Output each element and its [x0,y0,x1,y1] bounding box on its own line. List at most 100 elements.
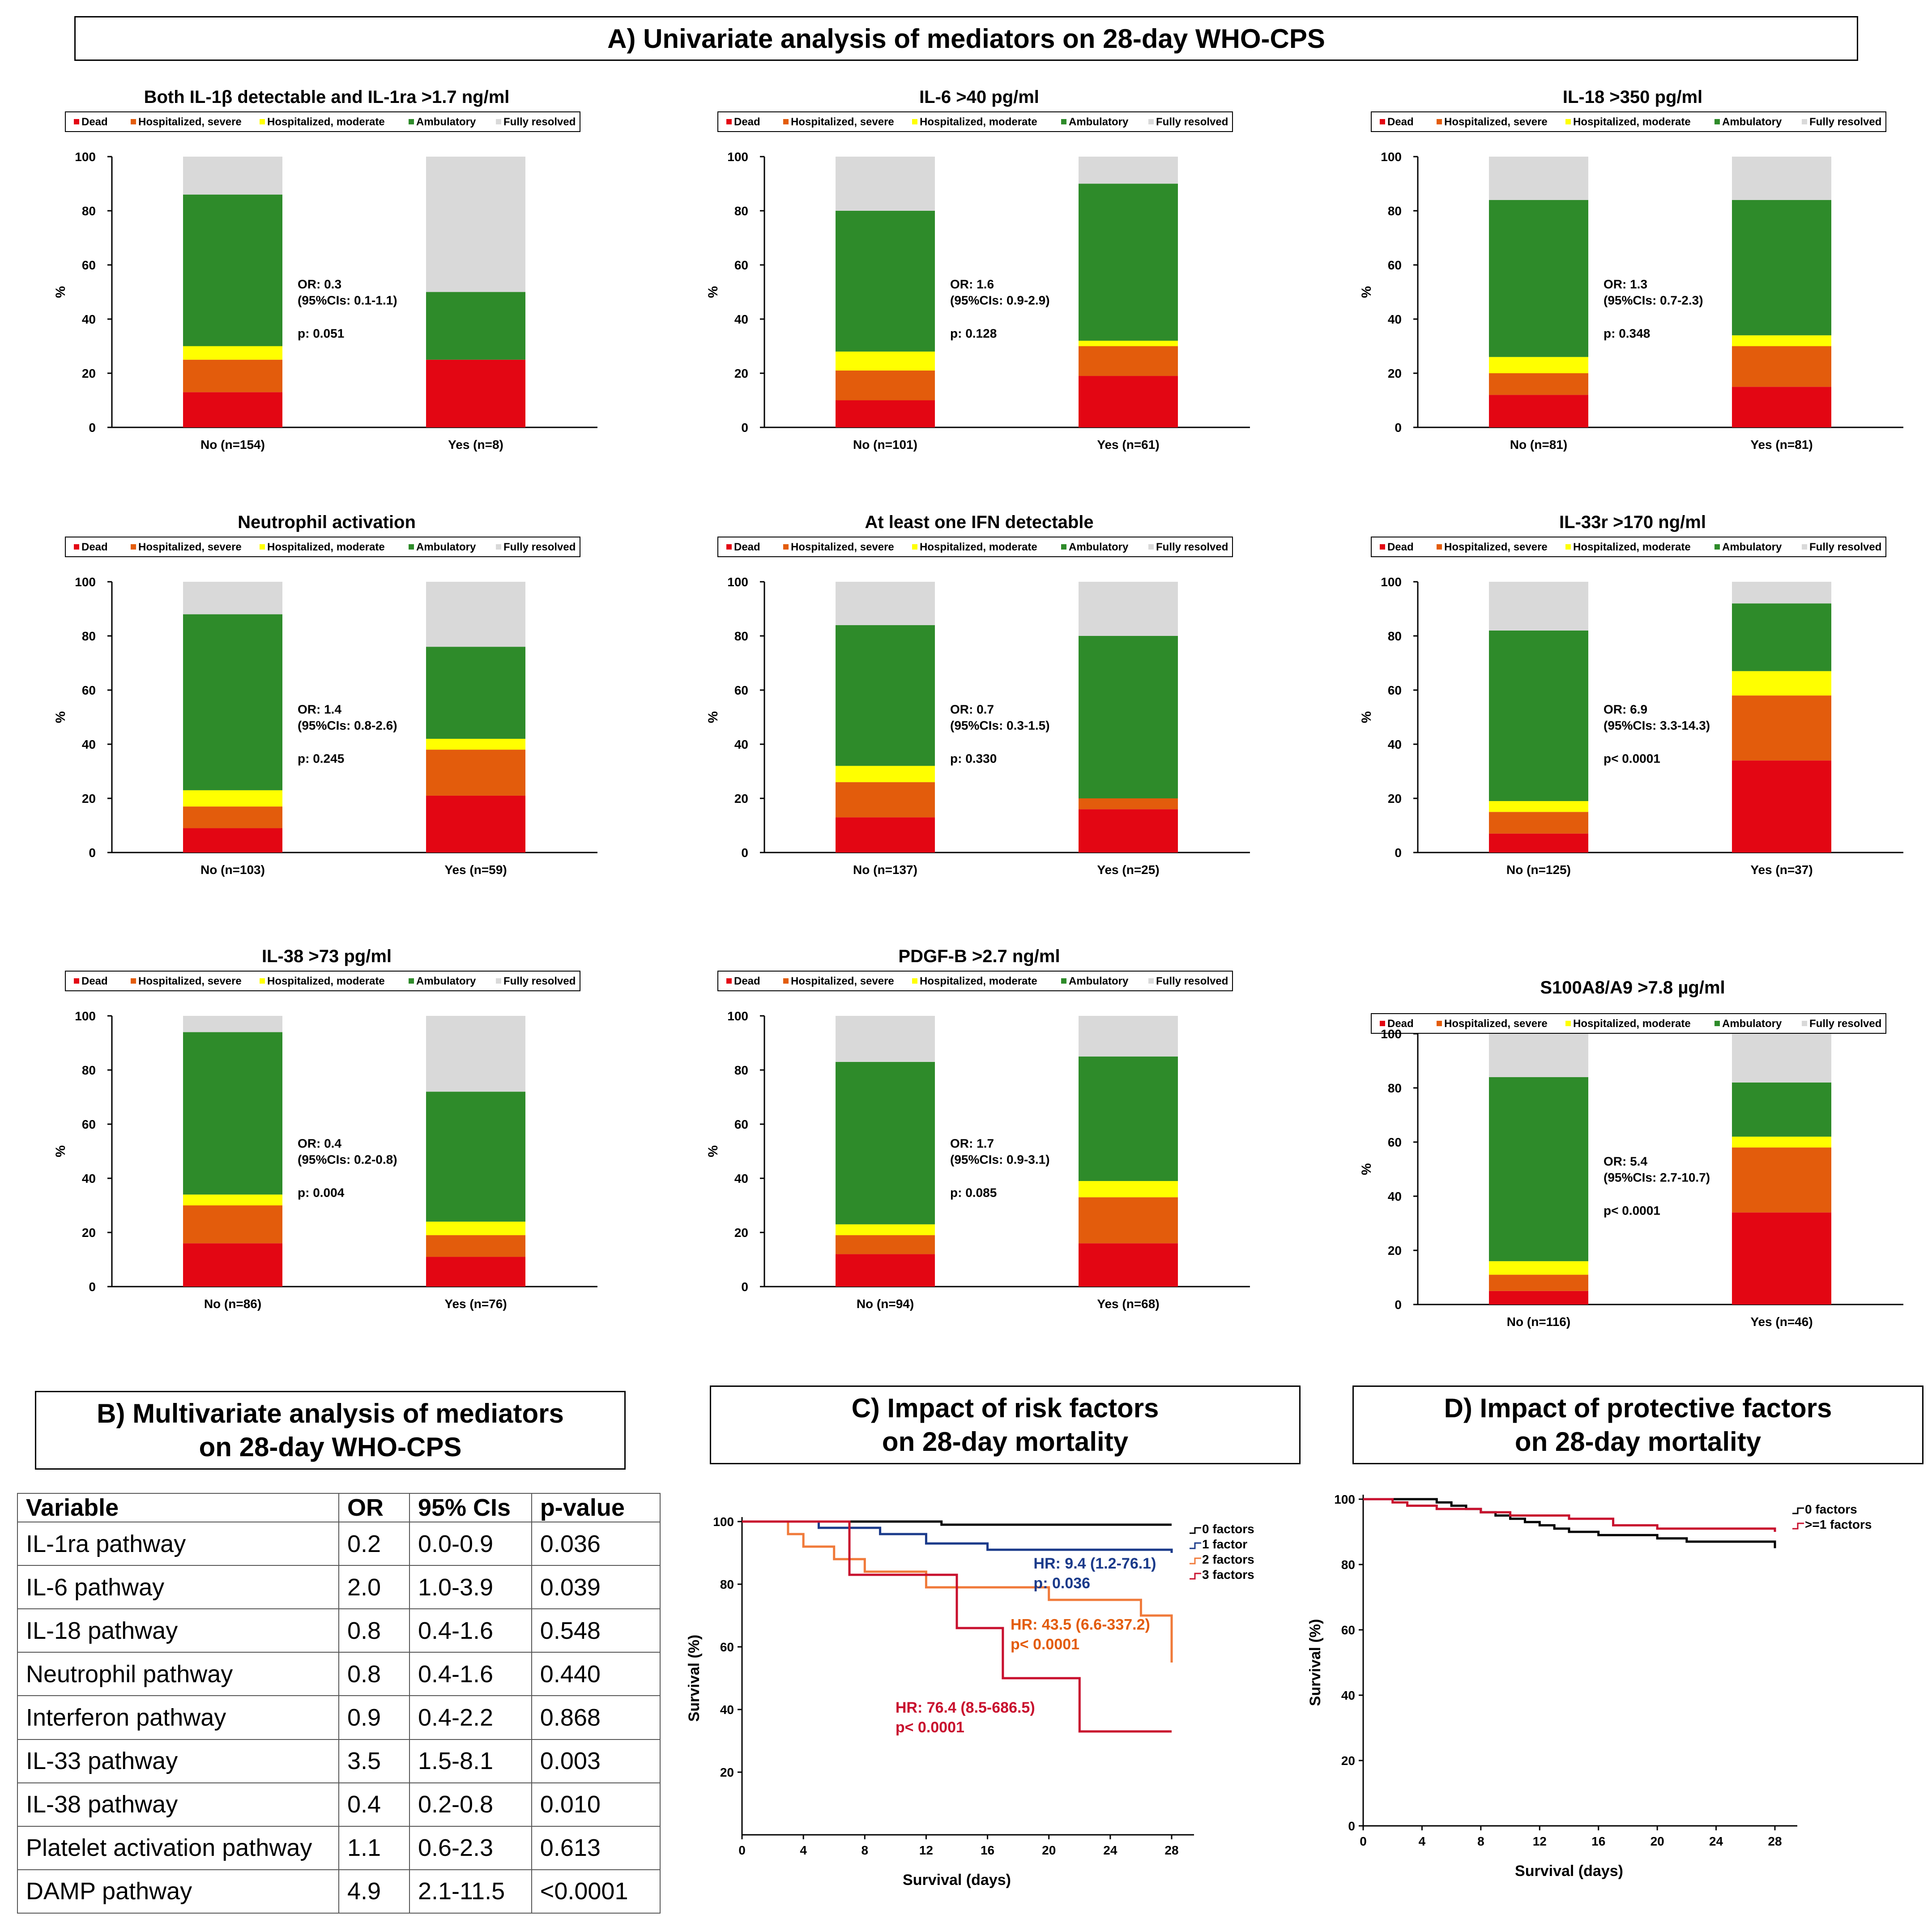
x-axis-label: Survival (days) [1515,1863,1623,1880]
legend-label-fully-resolved: Fully resolved [503,975,576,987]
cell-ci: 1.5-8.1 [409,1739,532,1783]
y-tick-label: 20 [82,792,96,806]
chart-title: At least one IFN detectable [865,512,1093,532]
y-tick-label: 60 [720,1640,734,1654]
bar-segment-dead [836,400,935,427]
bar-segment-hospitalized-moderate [183,346,282,360]
legend-swatch-fully-resolved [1802,119,1807,124]
or-annotation: OR: 1.7 [950,1137,994,1151]
bar-segment-ambulatory [1732,200,1831,336]
bar-chart-1: Both IL-1β detectable and IL-1ra >1.7 ng… [53,87,597,452]
x-tick-label: No (n=94) [857,1297,914,1311]
legend-swatch-hospitalized-severe [1437,544,1442,550]
p-annotation: p< 0.0001 [1604,1204,1660,1218]
bar-segment-dead [1079,376,1178,427]
legend-label-dead: Dead [1387,116,1414,128]
legend-swatch-dead [726,544,732,550]
legend-swatch-fully-resolved [496,544,501,550]
y-tick-label: 80 [734,1063,748,1077]
or-annotation: OR: 5.4 [1604,1155,1647,1168]
y-tick-label: 20 [82,1226,96,1240]
cell-variable: Interferon pathway [17,1695,340,1740]
legend-label-dead: Dead [734,116,760,128]
p-annotation-1-factor: p: 0.036 [1033,1575,1090,1592]
cell-or: 0.2 [338,1521,410,1566]
legend-label-0-factors: 0 factors [1202,1522,1254,1536]
bar-segment-fully-resolved [1079,157,1178,184]
x-tick-label: No (n=125) [1506,863,1571,877]
bar-segment-ambulatory [1732,603,1831,671]
legend-label-ambulatory: Ambulatory [416,116,476,128]
y-tick-label: 60 [1341,1623,1355,1637]
bar-segment-hospitalized-moderate [1079,341,1178,346]
y-axis-label: % [53,711,68,723]
bar-segment-ambulatory [1732,1082,1831,1137]
bar-segment-dead [1079,809,1178,853]
bar-segment-hospitalized-severe [1079,1197,1178,1244]
y-tick-label: 80 [1388,204,1402,218]
y-axis-label: % [53,1145,68,1157]
bar-segment-hospitalized-moderate [836,1224,935,1236]
bar-segment-dead [1489,833,1588,853]
bar-segment-ambulatory [183,194,282,346]
y-tick-label: 80 [1341,1558,1355,1572]
cell-ci: 0.2-0.8 [409,1782,532,1827]
y-axis-label: % [706,711,721,723]
legend-label-ambulatory: Ambulatory [1722,541,1782,553]
cell-variable: IL-6 pathway [17,1565,340,1610]
bar-segment-fully-resolved [426,1016,525,1092]
legend-label-hospitalized-severe: Hospitalized, severe [1444,116,1548,128]
bar-segment-hospitalized-severe [1489,1275,1588,1291]
legend-swatch-fully-resolved [1148,978,1154,984]
legend-label-hospitalized-severe: Hospitalized, severe [791,975,894,987]
bar-segment-hospitalized-severe [183,359,282,392]
x-tick-label: 12 [1533,1834,1547,1848]
legend-label-fully-resolved: Fully resolved [1809,1018,1881,1030]
chart-legend: Dead Hospitalized, severe Hospitalized, mo… [65,111,580,132]
ci-annotation: (95%CIs: 2.7-10.7) [1604,1171,1710,1185]
legend-line-1-factor [1190,1542,1201,1549]
y-tick-label: 80 [82,204,96,218]
or-annotation: OR: 1.3 [1604,277,1647,291]
ci-annotation: (95%CIs: 0.7-2.3) [1604,294,1703,307]
panel-c-title-line-1: C) Impact of risk factors [851,1393,1159,1423]
bar-segment-hospitalized-severe [836,782,935,818]
legend-box [1371,1013,1886,1034]
chart-title: IL-18 >350 pg/ml [1563,87,1702,107]
y-axis-label: % [1359,286,1374,298]
bar-chart-4: Neutrophil activation Dead Hospitalized, s… [53,512,597,877]
x-tick-label: No (n=81) [1510,438,1567,452]
hr-annotation-2-factors: HR: 43.5 (6.6-337.2) [1011,1616,1150,1633]
bar-segment-fully-resolved [836,582,935,625]
y-tick-label: 40 [1341,1688,1355,1702]
multivariate-table: Variable OR 95% CIs p-value IL-1ra pathw… [17,1493,661,1914]
cell-p-value: 0.440 [531,1652,661,1697]
y-tick-label: 20 [734,792,748,806]
legend-swatch-ambulatory [1061,978,1066,984]
bar-chart-5: At least one IFN detectable Dead Hospitali… [706,512,1250,877]
panel-c-title: C) Impact of risk factors on 28-day mort… [710,1386,1301,1464]
survival-curve-2-factors [742,1520,1173,1663]
bar-segment-dead [836,1254,935,1287]
legend-swatch-fully-resolved [496,978,501,984]
y-tick-label: 60 [82,683,96,697]
chart-title: S100A8/A9 >7.8 µg/ml [1540,978,1725,998]
bar-segment-hospitalized-severe [1732,1147,1831,1213]
chart-title: Neutrophil activation [238,512,416,532]
bar-segment-dead [426,359,525,427]
legend-label-hospitalized-severe: Hospitalized, severe [1444,541,1548,553]
cell-p-value: 0.010 [531,1782,661,1827]
y-axis-label: Survival (%) [686,1635,703,1722]
risk-factors-survival-chart: 20 40 60 80 100 0 4 8 12 16 20 24 28 Survival (days) S… [686,1515,1254,1889]
legend-label-dead: Dead [81,541,108,553]
bar-segment-fully-resolved [1489,1034,1588,1077]
x-tick-label: 8 [1477,1834,1484,1848]
hr-annotation-1-factor: HR: 9.4 (1.2-76.1) [1033,1555,1156,1572]
table-row: IL-33 pathway 3.5 1.5-8.1 0.003 [17,1739,661,1783]
chart-legend: Dead Hospitalized, severe Hospitalized, mo… [65,537,580,557]
legend-label-fully-resolved: Fully resolved [503,116,576,128]
legend-swatch-fully-resolved [1802,544,1807,550]
legend-box [1371,111,1886,132]
y-tick-label: 60 [82,258,96,272]
